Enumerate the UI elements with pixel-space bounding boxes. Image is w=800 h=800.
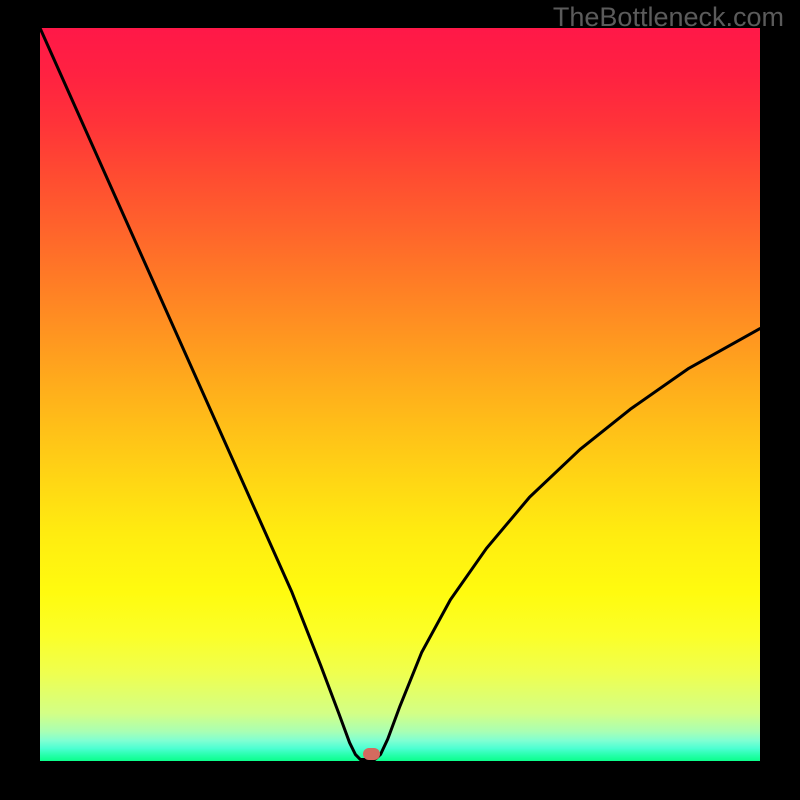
chart-stage: TheBottleneck.com: [0, 0, 800, 800]
watermark-text: TheBottleneck.com: [553, 2, 784, 33]
bottleneck-curve: [40, 28, 760, 760]
bottleneck-marker: [363, 748, 380, 760]
curve-layer: [0, 0, 800, 800]
